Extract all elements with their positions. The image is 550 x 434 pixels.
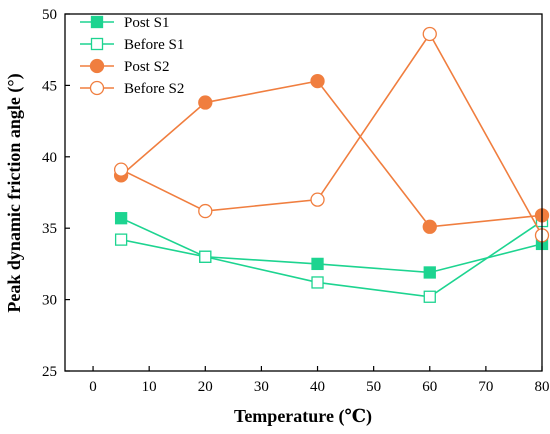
y-tick-label-50: 50: [42, 7, 57, 23]
data-point-post-s1-60: [423, 266, 436, 279]
legend-marker-post-s1: [90, 15, 104, 29]
series-line-before-s1: [120, 220, 543, 298]
y-tick-label-45: 45: [42, 78, 57, 94]
series-line-before-s2: [120, 32, 543, 236]
x-tick-label-10: 10: [142, 379, 157, 395]
legend-marker-before-s2: [89, 80, 105, 96]
data-point-post-s2-60: [422, 219, 437, 234]
series-layer: [113, 26, 550, 303]
x-tick-label-50: 50: [366, 379, 381, 395]
data-point-post-s2-40: [310, 73, 325, 89]
x-axis-title: Temperature (℃): [234, 406, 372, 427]
y-tick-label-35: 35: [42, 221, 57, 237]
x-tick-label-20: 20: [198, 379, 213, 395]
legend-item-before-s1: Before S1: [80, 37, 184, 53]
legend-label-post-s2: Post S2: [124, 59, 169, 75]
data-point-before-s1-5: [114, 233, 128, 246]
legend: Post S1 Before S1 Post S2 Before S2: [80, 15, 184, 97]
data-point-before-s2-20: [198, 203, 213, 219]
x-tick-label-0: 0: [89, 379, 97, 395]
data-point-before-s2-60: [422, 26, 437, 42]
legend-label-before-s2: Before S2: [124, 81, 184, 97]
x-tick-label-70: 70: [478, 379, 493, 395]
axes-layer: [64, 13, 543, 372]
x-tick-label-60: 60: [422, 379, 437, 395]
y-tick-label-25: 25: [42, 364, 57, 380]
data-point-before-s1-40: [311, 276, 324, 289]
x-tick-label-40: 40: [310, 379, 325, 395]
legend-item-before-s2: Before S2: [80, 80, 184, 97]
data-point-post-s1-5: [114, 212, 128, 225]
legend-item-post-s1: Post S1: [80, 15, 169, 31]
data-point-before-s2-40: [310, 192, 325, 207]
x-tick-label-80: 80: [535, 379, 550, 395]
legend-item-post-s2: Post S2: [80, 58, 169, 75]
data-point-post-s2-20: [198, 95, 213, 110]
legend-label-post-s1: Post S1: [124, 15, 169, 31]
data-point-post-s1-40: [311, 257, 324, 271]
ticks-layer: 0 10 20 30 40 50 60 70 80 25 30 35 40 45 50: [42, 7, 550, 395]
data-point-before-s1-60: [423, 290, 436, 303]
series-line-post-s2: [120, 80, 543, 228]
legend-marker-post-s2: [89, 58, 105, 74]
plot-frame: [64, 13, 543, 372]
series-post-s1: [114, 212, 549, 279]
legend-label-before-s1: Before S1: [124, 37, 184, 53]
legend-marker-before-s1: [90, 37, 104, 51]
series-post-s2: [113, 73, 550, 234]
x-tick-label-30: 30: [254, 379, 269, 395]
data-point-before-s2-5: [113, 162, 129, 177]
y-axis-title: Peak dynamic friction angle (°): [4, 73, 25, 312]
series-before-s2: [113, 26, 550, 243]
y-tick-label-30: 30: [42, 293, 57, 309]
y-tick-label-40: 40: [42, 150, 57, 166]
data-point-before-s1-20: [199, 250, 212, 263]
